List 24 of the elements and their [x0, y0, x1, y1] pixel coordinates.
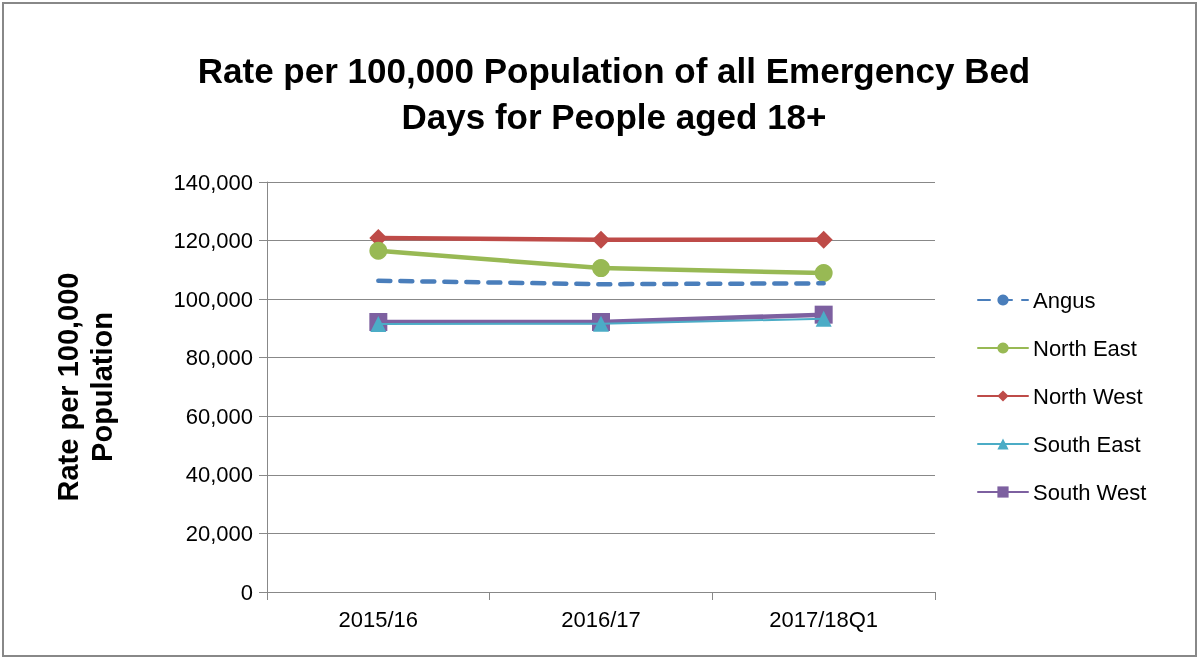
- point: [592, 259, 610, 278]
- point: [814, 230, 833, 249]
- y-tick-label: 100,000: [173, 286, 253, 312]
- x-tick-label: 2017/18Q1: [769, 606, 879, 632]
- x-tick-label: 2015/16: [338, 606, 419, 632]
- legend-label: South East: [1033, 431, 1141, 457]
- y-tick-label: 20,000: [185, 520, 253, 546]
- y-tick-label: 0: [240, 579, 253, 605]
- chart-title: Rate per 100,000 Population of all Emergency Bed Days for People aged 18+: [197, 50, 1031, 136]
- legend-label: North East: [1033, 335, 1137, 361]
- legend-label: Angus: [1033, 287, 1096, 313]
- y-axis-title: Rate per 100,000 Population: [52, 272, 118, 502]
- y-tick-label: 40,000: [185, 462, 253, 488]
- y-tick-label: 60,000: [185, 403, 253, 429]
- point: [369, 241, 388, 260]
- y-tick-label: 80,000: [185, 345, 253, 371]
- point: [814, 264, 833, 283]
- x-tick-label: 2016/17: [561, 606, 641, 632]
- y-tick-label: 140,000: [173, 169, 253, 195]
- legend-label: South West: [1033, 479, 1147, 505]
- point: [815, 310, 832, 327]
- legend-label: North West: [1033, 383, 1143, 409]
- y-tick-label: 120,000: [173, 228, 253, 254]
- point: [592, 230, 610, 249]
